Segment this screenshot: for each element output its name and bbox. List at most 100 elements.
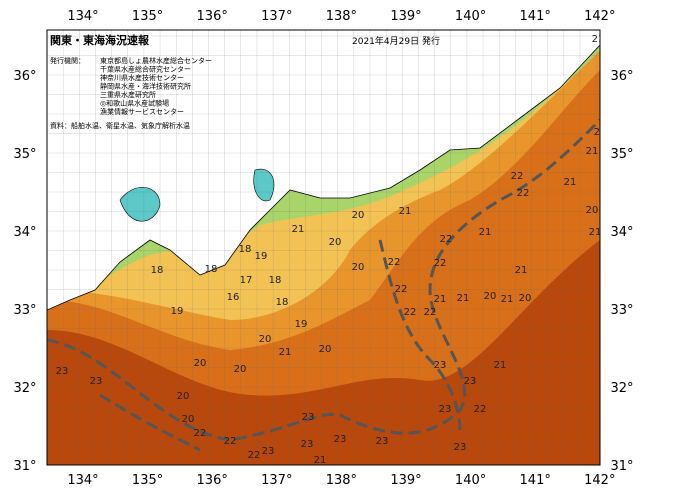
lon-label: 134° (67, 473, 98, 488)
lon-label: 141° (520, 9, 551, 24)
isotherm-label: 21 (434, 294, 447, 305)
isotherm-label: 21 (564, 177, 577, 188)
bay (253, 168, 275, 202)
lon-label: 135° (132, 9, 163, 24)
isotherm-label: 23 (90, 376, 103, 387)
issuer: 漁業情報サービスセンター (100, 107, 184, 116)
issuer: ◎和歌山県水産試験場 (100, 99, 169, 108)
isotherm-label: 23 (334, 434, 347, 445)
current-axis (99, 239, 462, 452)
isotherm-label: 18 (269, 275, 282, 286)
lon-label: 137° (261, 473, 292, 488)
isotherm-label: 22 (424, 307, 437, 318)
isotherm-label: 23 (376, 436, 389, 447)
isotherm-label: 23 (464, 376, 477, 387)
isotherm-label: 21 (279, 347, 292, 358)
lat-label: 33° (13, 303, 36, 318)
isotherm-label: 20 (519, 293, 532, 304)
isotherm-label: 20 (319, 344, 332, 355)
current-axis (47, 118, 600, 442)
lat-label: 35° (610, 147, 633, 162)
lat-label: 36° (13, 69, 36, 84)
isotherm-label: 23 (56, 366, 69, 377)
isotherm-label: 21 (457, 293, 470, 304)
lat-label: 34° (13, 225, 36, 240)
isotherm-label: 22 (388, 257, 401, 268)
isotherm-label: 21 (592, 34, 605, 45)
isotherm-label: 21 (399, 206, 412, 217)
lon-label: 137° (261, 9, 292, 24)
isotherm-label: 22 (511, 171, 524, 182)
isotherm-label: 18 (151, 265, 164, 276)
issuer: 三重県水産研究所 (100, 90, 156, 99)
isotherm-label: 18 (205, 264, 218, 275)
lat-label: 32° (13, 381, 36, 396)
lon-label: 141° (520, 473, 551, 488)
lon-label: 142° (584, 9, 615, 24)
isotherm-label: 20 (352, 262, 365, 273)
isotherm-label: 21 (589, 227, 602, 238)
isotherm-label: 22 (517, 188, 530, 199)
isotherm-label: 20 (194, 358, 207, 369)
isotherm-label: 22 (224, 436, 237, 447)
isotherm-label: 21 (479, 227, 492, 238)
lat-label: 31° (610, 459, 633, 474)
isotherm-label: 20 (352, 210, 365, 221)
isotherm-label: 20 (329, 237, 342, 248)
isotherm-label: 19 (295, 319, 308, 330)
lat-label: 36° (610, 69, 633, 84)
lon-label: 140° (455, 9, 486, 24)
isotherm-label: 21 (515, 265, 528, 276)
lat-label: 34° (610, 225, 633, 240)
source: 資料：船舶水温、衛星水温、気象庁解析水温 (50, 121, 190, 130)
lon-label: 136° (197, 473, 228, 488)
isotherm-label: 23 (454, 442, 467, 453)
isotherm-label: 19 (255, 251, 268, 262)
issuer: 神奈川県水産技術センター (100, 73, 184, 82)
isotherm-label: 23 (301, 439, 314, 450)
isotherm-label: 20 (484, 291, 497, 302)
isotherm-label: 23 (434, 360, 447, 371)
isotherm-label: 21 (586, 146, 599, 157)
isotherm-label: 22 (395, 284, 408, 295)
isotherm-label: 20 (586, 205, 599, 216)
isotherm-label: 22 (440, 234, 453, 245)
lon-label: 140° (455, 473, 486, 488)
isotherm-label: 19 (171, 306, 184, 317)
isotherm-label: 23 (262, 446, 275, 457)
land (47, 30, 600, 311)
isotherm-label: 22 (404, 307, 417, 318)
isotherm-label: 20 (259, 334, 272, 345)
isotherm-label: 20 (182, 414, 195, 425)
frame (46, 29, 601, 466)
lat-label: 33° (610, 303, 633, 318)
isotherm-label: 17 (240, 275, 253, 286)
title: 関東・東海海況速報 (50, 33, 150, 47)
lon-label: 138° (326, 473, 357, 488)
lat-label: 32° (610, 381, 633, 396)
isotherm-label: 23 (302, 412, 315, 423)
lat-label: 35° (13, 147, 36, 162)
isotherm-label: 16 (227, 292, 240, 303)
isotherm-label: 20 (234, 364, 247, 375)
isotherm-label: 21 (501, 294, 514, 305)
issue-date: 2021年4月29日 発行 (352, 35, 440, 47)
isotherm-label: 20 (594, 127, 607, 138)
issuer: 東京都島しょ農林水産総合センター (100, 56, 212, 65)
lat-label: 31° (13, 459, 36, 474)
lon-label: 138° (326, 9, 357, 24)
isotherm-label: 23 (439, 404, 452, 415)
lon-label: 139° (390, 9, 421, 24)
lon-label: 134° (67, 9, 98, 24)
lon-label: 135° (132, 473, 163, 488)
isotherm-label: 18 (239, 244, 252, 255)
isotherm-label: 22 (474, 404, 487, 415)
issuers-label: 発行機関： (50, 56, 85, 65)
lon-label: 139° (390, 473, 421, 488)
lon-label: 142° (584, 473, 615, 488)
lon-label: 136° (197, 9, 228, 24)
issuer: 静岡県水産・海洋技術研究所 (100, 82, 191, 91)
